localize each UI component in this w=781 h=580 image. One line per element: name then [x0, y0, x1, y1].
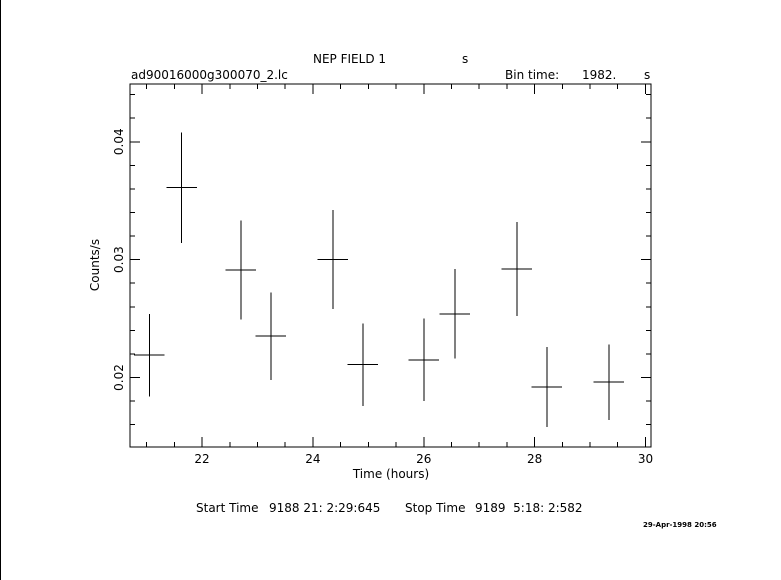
date-stamp: 29-Apr-1998 20:56: [643, 521, 717, 529]
data-point: [347, 323, 379, 406]
window-left-border: [0, 0, 1, 580]
x-tick-label: 26: [416, 452, 431, 466]
y-axis-label: Counts/s: [88, 239, 102, 291]
data-point: [408, 318, 439, 402]
stop-time-value: 9189 5:18: 2:582: [475, 501, 583, 515]
bin-time-label: Bin time:: [505, 68, 560, 82]
start-time-label: Start Time: [196, 501, 259, 515]
x-tick-label: 28: [527, 452, 542, 466]
x-axis-label: Time (hours): [352, 467, 429, 481]
y-tick-label: 0.03: [112, 246, 126, 273]
x-tick-label: 30: [638, 452, 653, 466]
data-point: [317, 210, 349, 310]
chart-title-unit: s: [462, 52, 469, 66]
data-point: [225, 220, 257, 320]
data-point: [134, 313, 165, 397]
data-point: [501, 221, 533, 317]
chart-title: NEP FIELD 1: [313, 52, 387, 66]
x-tick-label: 24: [305, 452, 320, 466]
start-time-value: 9188 21: 2:29:645: [269, 501, 381, 515]
stop-time-label: Stop Time: [405, 501, 466, 515]
y-tick-label: 0.02: [112, 364, 126, 391]
plot-frame: [129, 83, 652, 448]
bin-time-value: 1982.: [582, 68, 617, 82]
data-point: [255, 292, 287, 380]
x-tick-label: 22: [194, 452, 209, 466]
filename-label: ad90016000g300070_2.lc: [131, 68, 288, 82]
bin-time-unit: s: [644, 68, 651, 82]
data-point: [531, 346, 563, 427]
y-tick-label: 0.04: [112, 128, 126, 155]
data-point: [166, 132, 197, 244]
data-point: [439, 269, 471, 359]
data-point: [593, 344, 625, 420]
